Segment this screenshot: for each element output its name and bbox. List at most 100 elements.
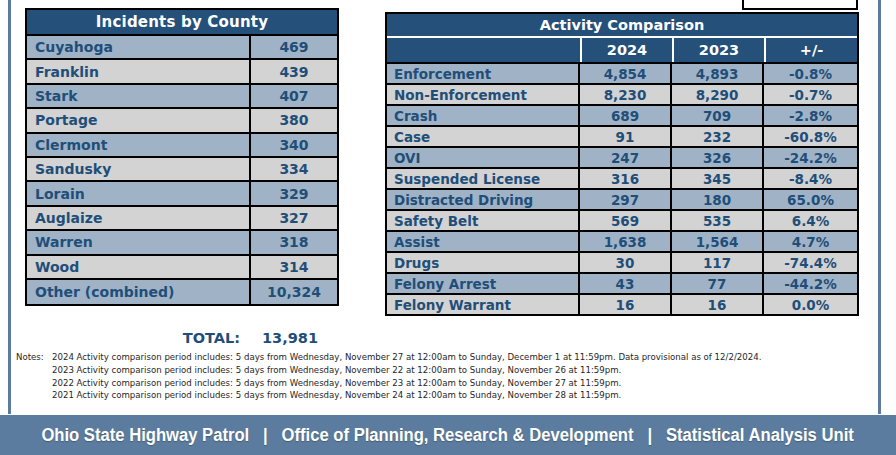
value-change: 65.0%: [764, 190, 857, 209]
table-row: Cuyahoga469: [27, 36, 337, 60]
activity-comparison-table: Activity Comparison 2024 2023 +/- Enforc…: [385, 12, 859, 316]
page-border-left: [8, 0, 11, 414]
county-name: Lorain: [27, 182, 249, 204]
table-row: Safety Belt5695356.4%: [387, 209, 857, 230]
value-2024: 247: [580, 148, 672, 167]
county-name: Franklin: [27, 60, 249, 82]
value-change: 4.7%: [764, 232, 857, 251]
header-2024: 2024: [580, 38, 672, 62]
county-name: Cuyahoga: [27, 36, 249, 58]
incidents-by-county-table: Incidents by County Cuyahoga469 Franklin…: [25, 8, 339, 306]
empty-box-top-right: [742, 0, 858, 10]
table-row: Warren318: [27, 231, 337, 255]
county-value: 10,324: [249, 280, 337, 304]
value-change: 6.4%: [764, 211, 857, 230]
value-2023: 77: [672, 274, 764, 293]
table-row: Felony Arrest4377-44.2%: [387, 272, 857, 293]
value-2023: 117: [672, 253, 764, 272]
note-line: 2023 Activity comparison period includes…: [16, 364, 866, 377]
value-2023: 4,893: [672, 64, 764, 83]
county-name: Auglaize: [27, 207, 249, 229]
county-name: Sandusky: [27, 158, 249, 180]
value-2023: 709: [672, 106, 764, 125]
county-value: 329: [249, 182, 337, 204]
activity-label: Suspended License: [387, 169, 580, 188]
county-name: Portage: [27, 109, 249, 131]
activity-label: Enforcement: [387, 64, 580, 83]
county-value: 334: [249, 158, 337, 180]
value-2023: 232: [672, 127, 764, 146]
county-value: 469: [249, 36, 337, 58]
note-line: 2022 Activity comparison period includes…: [16, 377, 866, 390]
table-row: Felony Warrant16160.0%: [387, 293, 857, 314]
county-name: Clermont: [27, 134, 249, 156]
table-row: OVI247326-24.2%: [387, 146, 857, 167]
value-2023: 8,290: [672, 85, 764, 104]
county-value: 318: [249, 231, 337, 253]
header-blank-cell: [387, 38, 580, 62]
activity-label: Assist: [387, 232, 580, 251]
activity-label: Distracted Driving: [387, 190, 580, 209]
activity-label: Safety Belt: [387, 211, 580, 230]
activity-label: OVI: [387, 148, 580, 167]
table-row: Drugs30117-74.4%: [387, 251, 857, 272]
value-2024: 8,230: [580, 85, 672, 104]
notes-block: Notes: 2024 Activity comparison period i…: [16, 351, 866, 402]
value-change: -0.7%: [764, 85, 857, 104]
county-table-title: Incidents by County: [27, 10, 337, 36]
value-2024: 4,854: [580, 64, 672, 83]
county-value: 327: [249, 207, 337, 229]
value-2023: 1,564: [672, 232, 764, 251]
value-change: -44.2%: [764, 274, 857, 293]
table-row: Distracted Driving29718065.0%: [387, 188, 857, 209]
value-change: -0.8%: [764, 64, 857, 83]
county-table-body: Cuyahoga469 Franklin439 Stark407 Portage…: [27, 36, 337, 304]
note-line: Notes: 2024 Activity comparison period i…: [16, 351, 866, 364]
activity-table-title: Activity Comparison: [387, 14, 857, 38]
table-row: Sandusky334: [27, 158, 337, 182]
value-2023: 326: [672, 148, 764, 167]
county-name: Stark: [27, 85, 249, 107]
value-2023: 16: [672, 295, 764, 314]
county-value: 340: [249, 134, 337, 156]
value-2024: 91: [580, 127, 672, 146]
county-name: Wood: [27, 256, 249, 278]
table-row: Wood314: [27, 256, 337, 280]
table-row: Other (combined)10,324: [27, 280, 337, 304]
activity-label: Felony Arrest: [387, 274, 580, 293]
table-row: Auglaize327: [27, 207, 337, 231]
table-row: Stark407: [27, 85, 337, 109]
value-2024: 43: [580, 274, 672, 293]
county-value: 380: [249, 109, 337, 131]
activity-table-header: 2024 2023 +/-: [387, 38, 857, 62]
value-2024: 30: [580, 253, 672, 272]
table-row: Enforcement4,8544,893-0.8%: [387, 62, 857, 83]
header-2023: 2023: [672, 38, 764, 62]
table-row: Non-Enforcement8,2308,290-0.7%: [387, 83, 857, 104]
footer-text: Ohio State Highway Patrol | Office of Pl…: [42, 425, 854, 446]
value-change: -24.2%: [764, 148, 857, 167]
value-change: -60.8%: [764, 127, 857, 146]
value-2024: 569: [580, 211, 672, 230]
value-change: 0.0%: [764, 295, 857, 314]
table-row: Case91232-60.8%: [387, 125, 857, 146]
activity-label: Non-Enforcement: [387, 85, 580, 104]
footer-band: Ohio State Highway Patrol | Office of Pl…: [0, 415, 896, 455]
activity-label: Case: [387, 127, 580, 146]
table-row: Portage380: [27, 109, 337, 133]
page-border-right: [878, 0, 881, 414]
table-row: Clermont340: [27, 134, 337, 158]
activity-label: Crash: [387, 106, 580, 125]
value-2024: 16: [580, 295, 672, 314]
table-row: Franklin439: [27, 60, 337, 84]
value-2024: 1,638: [580, 232, 672, 251]
value-2024: 316: [580, 169, 672, 188]
note-line: 2021 Activity comparison period includes…: [16, 389, 866, 402]
value-change: -8.4%: [764, 169, 857, 188]
value-2023: 180: [672, 190, 764, 209]
value-2024: 689: [580, 106, 672, 125]
county-value: 314: [249, 256, 337, 278]
header-change: +/-: [764, 38, 857, 62]
county-value: 439: [249, 60, 337, 82]
table-row: Assist1,6381,5644.7%: [387, 230, 857, 251]
